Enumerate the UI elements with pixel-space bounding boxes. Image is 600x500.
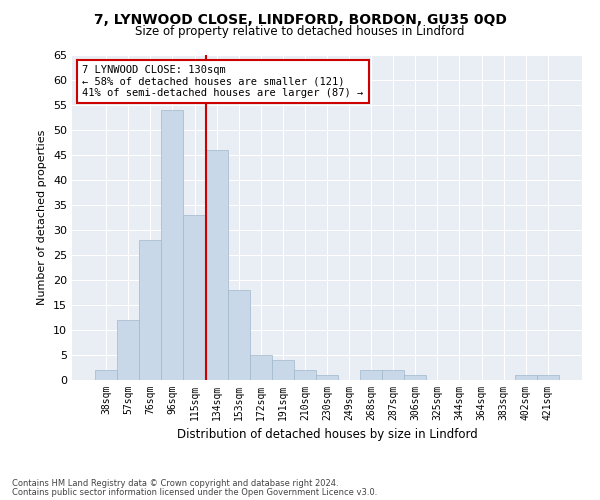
Bar: [316, 375, 338, 380]
Bar: [139, 240, 161, 380]
Bar: [184, 215, 206, 380]
Bar: [117, 320, 139, 380]
Bar: [294, 370, 316, 380]
Bar: [382, 370, 404, 380]
Text: 7, LYNWOOD CLOSE, LINDFORD, BORDON, GU35 0QD: 7, LYNWOOD CLOSE, LINDFORD, BORDON, GU35…: [94, 12, 506, 26]
Bar: [404, 375, 427, 380]
Bar: [95, 370, 117, 380]
X-axis label: Distribution of detached houses by size in Lindford: Distribution of detached houses by size …: [176, 428, 478, 442]
Bar: [227, 290, 250, 380]
Text: Contains HM Land Registry data © Crown copyright and database right 2024.: Contains HM Land Registry data © Crown c…: [12, 479, 338, 488]
Bar: [161, 110, 184, 380]
Bar: [206, 150, 227, 380]
Text: Contains public sector information licensed under the Open Government Licence v3: Contains public sector information licen…: [12, 488, 377, 497]
Bar: [360, 370, 382, 380]
Bar: [272, 360, 294, 380]
Bar: [250, 355, 272, 380]
Text: 7 LYNWOOD CLOSE: 130sqm
← 58% of detached houses are smaller (121)
41% of semi-d: 7 LYNWOOD CLOSE: 130sqm ← 58% of detache…: [82, 64, 364, 98]
Text: Size of property relative to detached houses in Lindford: Size of property relative to detached ho…: [135, 25, 465, 38]
Bar: [515, 375, 537, 380]
Y-axis label: Number of detached properties: Number of detached properties: [37, 130, 47, 305]
Bar: [537, 375, 559, 380]
